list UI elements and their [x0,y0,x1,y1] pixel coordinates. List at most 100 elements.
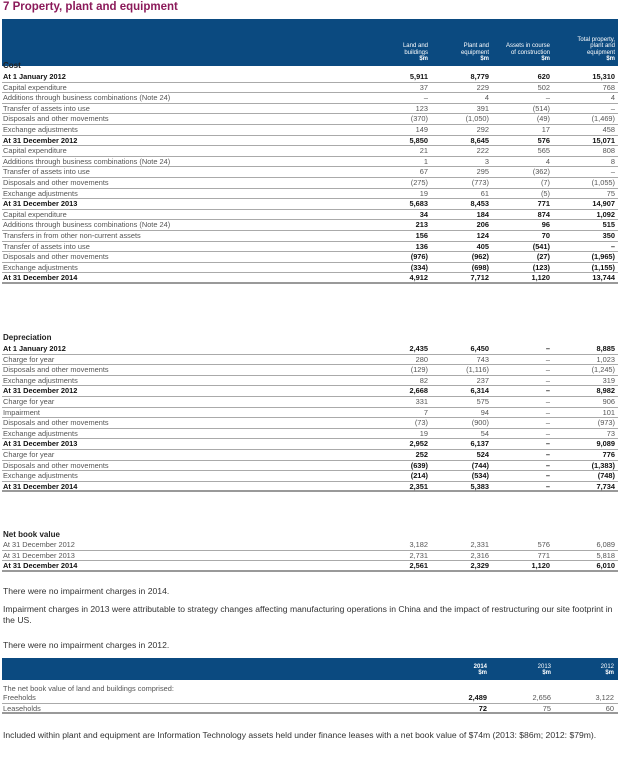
table-row: Capital expenditure 21 222 565 808 [2,146,618,157]
cost-heading: Cost [3,61,21,70]
row-label: Transfer of assets into use [3,241,90,251]
table-row: At 31 December 2013 2,731 2,316 771 5,818 [2,551,618,562]
cell: (1,245) [591,365,615,375]
table-row: Leaseholds 72 75 60 [2,704,618,715]
cell: 222 [476,146,489,156]
cell: 213 [415,220,428,230]
cell: 391 [476,103,489,113]
cell: 2,668 [409,386,429,396]
intro-text: The net book value of land and buildings… [3,684,174,693]
cell: 502 [537,82,550,92]
row-label: Exchange adjustments [3,188,78,198]
cell: 575 [476,396,489,406]
cell: – [545,407,550,417]
cell: 768 [602,82,615,92]
cell: – [610,167,615,177]
cell: 3,182 [409,540,429,549]
cell: (27) [536,252,550,262]
row-label: At 31 December 2012 [3,540,75,549]
cell: (514) [532,103,550,113]
cell: 1,023 [596,354,616,364]
cell: (1,965) [591,252,615,262]
cell: (1,116) [466,365,489,375]
row-label: At 1 January 2012 [3,72,66,81]
paragraph: Impairment charges in 2013 were attribut… [3,604,613,625]
cell: 6,010 [596,561,616,571]
cell: 13,744 [592,273,615,283]
cell: 4 [610,93,615,103]
table-row: Disposals and other movements (639) (744) –… [2,461,618,472]
cell: – [545,428,550,438]
table-row: Transfer of assets into use 136 405 (541) – [2,242,618,253]
table-row: At 31 December 2012 5,850 8,645 576 15,071 [2,136,618,147]
table-row: At 31 December 2013 2,952 6,137 – 9,089 [2,439,618,450]
cell: 15,310 [592,72,615,81]
row-label: Exchange adjustments [3,428,78,438]
cell: 72 [478,703,487,713]
cell: – [545,386,550,396]
cell: – [610,103,615,113]
cell: (129) [410,365,428,375]
table-row: Disposals and other movements (73) (900) – (… [2,418,618,429]
table-row: Capital expenditure 34 184 874 1,092 [2,210,618,221]
table2-header: 2014 $m 2013 $m 2012 $m [2,658,618,680]
cell: 8,779 [470,72,490,81]
table2-intro: The net book value of land and buildings… [2,684,618,693]
cell: – [545,449,550,459]
table-row: Transfer of assets into use 67 295 (362) – [2,167,618,178]
cell: 4 [484,93,489,103]
paragraph: There were no impairment charges in 2014… [3,586,170,596]
row-label: At 31 December 2013 [3,550,75,560]
row-label: Capital expenditure [3,146,67,156]
cell: 458 [602,124,615,134]
cell: 350 [602,230,615,240]
cell: – [545,344,550,353]
cell: (123) [532,262,550,272]
cell: 292 [476,124,489,134]
cell: 2,351 [409,481,429,491]
cell: (73) [414,418,428,428]
cell: (900) [471,418,489,428]
cell: (49) [536,114,550,124]
cell: (275) [410,177,428,187]
cell: 54 [480,428,489,438]
row-label: Charge for year [3,396,55,406]
cell: – [545,354,550,364]
cell: – [545,481,550,491]
table-row: Disposals and other movements (275) (773) (… [2,178,618,189]
table-row: Exchange adjustments (334) (698) (123) (1,15… [2,263,618,274]
col-header-total: Total property, plant and equipment $m [577,36,615,63]
cell: 206 [476,220,489,230]
cell: (1,050) [465,114,489,124]
cell: 565 [537,146,550,156]
cell: 906 [602,396,615,406]
cell: 94 [480,407,489,417]
col-header-plant: Plant and equipment $m [460,43,489,63]
table-header: Land and buildings $m Plant and equipment $m… [2,19,618,66]
cell: – [545,375,550,385]
row-label: Disposals and other movements [3,365,109,375]
cell: – [545,471,550,481]
cell: 237 [476,375,489,385]
cell: 2,656 [532,693,552,702]
table-row: Freeholds 2,489 2,656 3,122 [2,693,618,704]
cell: 14,907 [592,199,615,209]
row-label: Impairment [3,407,40,417]
cell: 6,314 [470,386,490,396]
cell: (541) [532,241,550,251]
cell: – [545,439,550,449]
row-label: At 31 December 2012 [3,135,78,145]
cell: 184 [476,209,489,219]
row-label: Additions through business combinations … [3,156,171,166]
cell: 5,683 [409,199,429,209]
cell: – [545,418,550,428]
row-label: Disposals and other movements [3,460,109,470]
cell: – [423,93,428,103]
cell: 808 [602,146,615,156]
cell: 5,911 [409,72,428,81]
cell: 70 [541,230,550,240]
row-label: Additions through business combinations … [3,220,171,230]
table-row: Transfers in from other non-current asse… [2,231,618,242]
cost-rows: At 1 January 2012 5,911 8,779 620 15,310 Capi… [2,72,618,284]
cell: (748) [597,471,615,481]
